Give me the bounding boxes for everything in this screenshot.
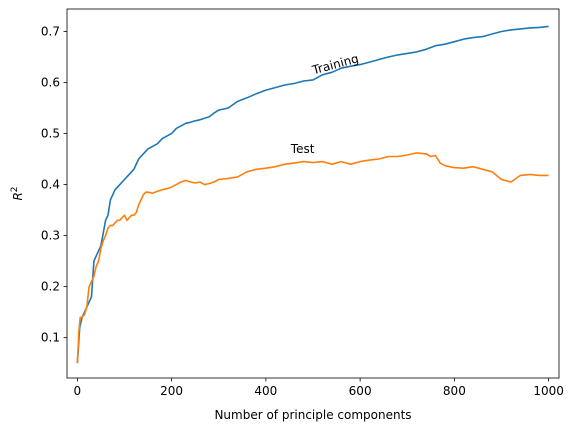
y-tick-label: 0.1 [41, 331, 60, 345]
annotation-label: Training [310, 51, 360, 77]
y-tick-label: 0.7 [41, 24, 60, 38]
tick-layer: 0 200 400 600 800 1000 0.1 0.2 0.3 0.4 0.5 0.6 0.7 [41, 24, 564, 398]
x-tick-label: 600 [349, 384, 372, 398]
annotation-label: Test [290, 142, 315, 156]
series-layer [76, 25, 549, 364]
y-tick-label: 0.2 [41, 280, 60, 294]
x-tick-label: 1000 [533, 384, 564, 398]
x-tick-label: 0 [74, 384, 82, 398]
y-tick-label: 0.4 [41, 178, 60, 192]
plot-frame [66, 8, 560, 379]
training-line [76, 25, 549, 364]
y-tick-label: 0.3 [41, 229, 60, 243]
x-tick-label: 800 [443, 384, 466, 398]
y-tick-label: 0.5 [41, 127, 60, 141]
annotation-layer: Training Test [290, 51, 360, 155]
y-axis-label-base: R [11, 192, 25, 200]
x-tick-label: 400 [254, 384, 277, 398]
y-axis-label: R2 [10, 186, 25, 200]
x-axis-label: Number of principle components [214, 408, 411, 422]
x-tick-label: 200 [160, 384, 183, 398]
y-tick-label: 0.6 [41, 75, 60, 89]
y-axis-label-superscript: 2 [10, 186, 20, 192]
test-line [76, 152, 549, 364]
